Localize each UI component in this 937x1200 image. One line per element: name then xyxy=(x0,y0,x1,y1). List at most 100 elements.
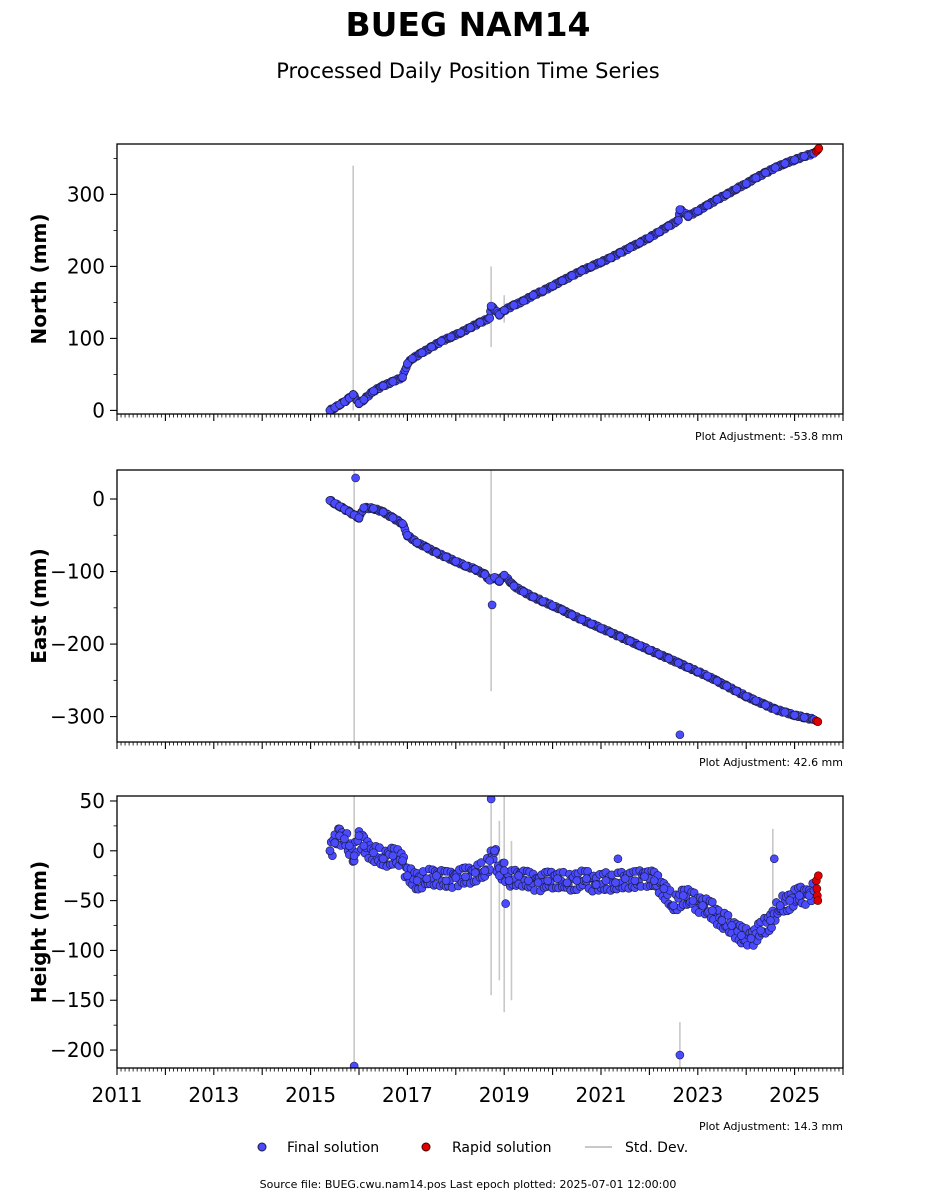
final-solution-point xyxy=(767,923,776,932)
final-solution-point xyxy=(717,916,727,925)
final-solution-point xyxy=(543,876,553,885)
final-solution-point xyxy=(620,874,630,883)
final-solution-point xyxy=(562,878,572,887)
y-tick-label: −100 xyxy=(50,938,105,962)
final-solution-point xyxy=(427,342,436,352)
final-solution-point xyxy=(504,876,514,885)
final-solution-point xyxy=(669,901,678,910)
final-solution-point xyxy=(625,243,635,252)
final-solution-point xyxy=(528,290,538,300)
final-solution-point xyxy=(475,318,485,327)
final-solution-point xyxy=(785,896,795,905)
final-solution-point xyxy=(630,876,640,885)
final-solution-point xyxy=(509,300,519,310)
x-tick-label: 2011 xyxy=(92,1083,143,1107)
final-solution-point xyxy=(538,286,548,296)
final-solution-point xyxy=(369,386,378,396)
final-solution-point xyxy=(499,570,509,580)
final-solution-point xyxy=(398,856,407,866)
final-solution-point xyxy=(756,926,766,935)
final-solution-point xyxy=(635,641,645,650)
final-solution-point xyxy=(616,632,625,642)
final-solution-outlier xyxy=(486,796,496,804)
final-solution-point xyxy=(422,543,432,552)
final-solution-point xyxy=(577,266,586,276)
final-solution-point xyxy=(528,592,538,602)
final-solution-point xyxy=(348,390,358,399)
final-solution-point xyxy=(770,163,780,173)
x-tick-label: 2013 xyxy=(188,1083,239,1107)
final-solution-point xyxy=(712,195,722,204)
final-solution-point xyxy=(533,878,543,887)
source-footer: Source file: BUEG.cwu.nam14.pos Last epo… xyxy=(260,1178,677,1191)
final-solution-point xyxy=(407,354,417,363)
final-solution-point xyxy=(693,667,703,676)
north-panel: 0 100 200 300 North (mm) Plot Adjustment: -53… xyxy=(27,143,844,443)
final-solution-outlier xyxy=(613,854,623,864)
final-solution-point xyxy=(708,897,717,907)
y-tick-label: 0 xyxy=(92,487,105,511)
y-tick-label: 100 xyxy=(67,326,105,350)
final-solution-point xyxy=(751,173,761,183)
final-solution-point xyxy=(388,377,398,386)
plot-area xyxy=(325,144,824,414)
final-solution-point xyxy=(645,233,654,242)
rapid-solution-point xyxy=(813,717,823,726)
final-solution-point xyxy=(519,587,528,597)
final-solution-point xyxy=(601,876,611,885)
plot-adjustment: Plot Adjustment: -53.8 mm xyxy=(695,430,843,443)
y-tick-label: −200 xyxy=(50,632,105,656)
final-solution-series xyxy=(325,148,819,414)
final-solution-point xyxy=(485,856,494,866)
final-solution-point xyxy=(567,271,577,281)
final-solution-point xyxy=(741,692,751,701)
final-solution-point xyxy=(388,513,398,523)
final-solution-point xyxy=(369,848,378,858)
final-solution-point xyxy=(688,896,698,905)
plot-adjustment: Plot Adjustment: 14.3 mm xyxy=(699,1120,843,1133)
final-solution-point xyxy=(548,601,557,610)
x-tick-label: 2017 xyxy=(382,1083,433,1107)
final-solution-point xyxy=(775,901,785,910)
final-solution-point xyxy=(727,921,736,930)
y-tick-label: 0 xyxy=(92,398,105,422)
final-solution-point xyxy=(451,873,461,882)
plot-area xyxy=(325,796,823,1068)
final-solution-point xyxy=(572,876,582,885)
final-solution-point xyxy=(746,934,756,943)
final-solution-point xyxy=(640,872,649,882)
y-axis-label: North (mm) xyxy=(27,213,51,344)
x-tick-label: 2019 xyxy=(479,1083,530,1107)
final-solution-point xyxy=(456,328,465,337)
y-tick-label: −200 xyxy=(50,1038,105,1062)
final-solution-point xyxy=(359,503,369,513)
final-solution-point xyxy=(649,876,659,885)
final-solution-point xyxy=(780,707,790,717)
final-solution-point xyxy=(766,916,775,925)
y-tick-label: 50 xyxy=(80,789,105,813)
final-solution-point xyxy=(645,645,654,655)
final-solution-point xyxy=(476,858,486,867)
final-solution-point xyxy=(675,205,685,214)
y-tick-label: −300 xyxy=(50,705,105,729)
final-solution-point xyxy=(654,649,664,659)
legend: Final solution Rapid solution Std. Dev. xyxy=(257,1140,688,1156)
final-solution-point xyxy=(722,190,732,199)
final-solution-point xyxy=(712,676,722,686)
plot-adjustment: Plot Adjustment: 42.6 mm xyxy=(699,756,843,769)
final-solution-point xyxy=(398,372,407,382)
final-solution-point xyxy=(587,262,596,271)
final-solution-point xyxy=(378,854,388,864)
final-solution-point xyxy=(582,874,591,883)
final-solution-point xyxy=(340,834,349,844)
final-solution-point xyxy=(698,901,707,910)
final-solution-point xyxy=(495,576,504,586)
final-solution-outlier xyxy=(349,1061,359,1068)
final-solution-point xyxy=(596,257,606,267)
final-solution-point xyxy=(514,871,524,881)
final-solution-point xyxy=(770,705,780,714)
final-solution-point xyxy=(790,710,799,720)
final-solution-point xyxy=(349,851,359,861)
chart-subtitle: Processed Daily Position Time Series xyxy=(276,59,660,83)
final-solution-point xyxy=(741,179,751,188)
